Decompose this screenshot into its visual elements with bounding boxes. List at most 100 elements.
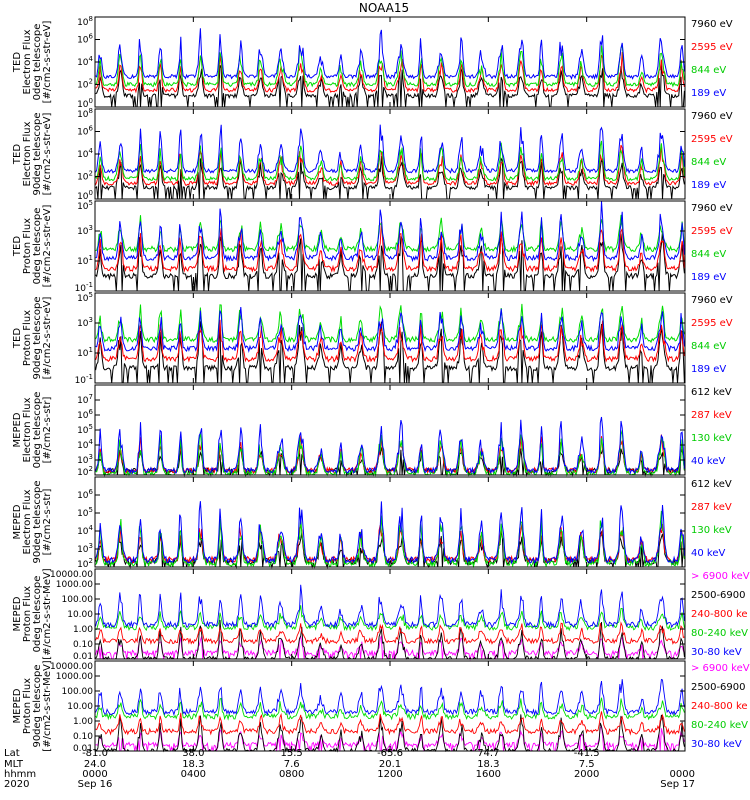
y-tick-label: 102 <box>77 557 93 570</box>
series-line <box>95 140 685 183</box>
legend-entry: > 6900 keV <box>691 571 750 582</box>
series-line <box>95 231 685 292</box>
legend-entry: 2595 eV <box>691 42 733 53</box>
y-axis-label-line: [#/cm2-s-str-eV] <box>42 113 53 196</box>
y-tick-label: 10.00 <box>67 702 93 712</box>
x-tick-label-hhmm: 0800 <box>279 769 304 780</box>
y-axis-label-line: Proton Flux <box>22 586 33 642</box>
y-axis-label-line: [#/cm2-s-str-eV] <box>42 21 53 104</box>
y-axis-label: MEPEDElectron Flux90deg telescope[#/cm2-… <box>12 480 53 563</box>
y-axis-label-line: [#/cm2-s-str-eV] <box>42 297 53 380</box>
y-tick-exponent: 2 <box>89 78 93 86</box>
y-tick-exponent: 3 <box>89 224 93 232</box>
series-line <box>95 64 685 108</box>
y-axis-label-line: 90deg telescope <box>32 664 43 747</box>
y-tick-label: 101 <box>77 254 93 267</box>
y-tick-label: 0.01 <box>73 652 93 662</box>
legend-entry: 40 keV <box>691 548 725 559</box>
y-tick-exponent: 2 <box>89 465 93 473</box>
y-axis-label-line: 90deg telescope <box>32 296 43 379</box>
y-tick-label: 100.00 <box>62 687 94 697</box>
legend-entry: 612 keV <box>691 479 732 490</box>
legend-entry: 844 eV <box>691 65 726 76</box>
series-line <box>95 319 685 363</box>
series-line <box>95 200 685 263</box>
y-tick-exponent: 8 <box>89 107 93 115</box>
y-tick-label: 106 <box>77 33 93 46</box>
y-tick-label: 104 <box>77 55 93 68</box>
y-tick-exponent: -1 <box>86 373 93 381</box>
y-tick-label: 100.00 <box>62 595 94 605</box>
y-axis-label: MEPEDProton Flux90deg telescope[#/cm2-s-… <box>12 660 53 752</box>
y-tick-label: 0.10 <box>73 732 93 742</box>
y-tick-label: 10-1 <box>75 373 93 386</box>
y-tick-label: 10000.00 <box>50 662 93 672</box>
y-axis-label-line: Electron Flux <box>22 489 33 554</box>
y-axis-label: MEPEDProton Flux0deg telescope[#/cm2-s-s… <box>12 568 53 660</box>
y-axis-label-line: [#/cm2-s-str] <box>42 488 53 555</box>
legend-entry: 844 eV <box>691 341 726 352</box>
y-tick-exponent: 5 <box>89 291 93 299</box>
y-tick-label: 102 <box>77 465 93 478</box>
y-tick-label: 1000.00 <box>56 672 93 682</box>
y-axis-label-line: 0deg telescope <box>32 208 43 285</box>
y-tick-exponent: -1 <box>86 281 93 289</box>
y-tick-label: 103 <box>77 224 93 237</box>
x-tick-label-hhmm: 1600 <box>476 769 501 780</box>
series-line <box>95 711 685 736</box>
x-tick-label-hhmm: 0400 <box>181 769 206 780</box>
x-tick-label-date: Sep 16 <box>78 779 113 790</box>
y-tick-label: 106 <box>77 125 93 138</box>
y-axis-label-line: [#/cm2-s-str] <box>42 396 53 463</box>
legend-entry: 7960 eV <box>691 19 733 30</box>
y-axis-label-line: 0deg telescope <box>32 576 43 653</box>
series-line <box>95 303 685 344</box>
x-tick-label-date: Sep 17 <box>660 779 695 790</box>
legend-entry: 130 keV <box>691 525 732 536</box>
y-tick-label: 101 <box>77 346 93 359</box>
y-tick-exponent: 6 <box>89 33 94 41</box>
y-tick-label: 104 <box>77 524 93 537</box>
legend-entry: 2595 eV <box>691 226 733 237</box>
x-tick-label-hhmm: 0000 <box>670 769 695 780</box>
series-line <box>95 501 685 565</box>
y-axis-label-line: [#/cm2-s-str-eV] <box>42 205 53 288</box>
y-tick-exponent: 0 <box>89 189 93 197</box>
y-axis-label: MEPEDElectron Flux0deg telescope[#/cm2-s… <box>12 392 53 469</box>
y-tick-label: 1000.00 <box>56 580 93 590</box>
series-line <box>95 434 685 475</box>
series-line <box>95 621 685 645</box>
y-tick-label: 10000.00 <box>50 570 93 580</box>
x-tick-label-lat: 38.0 <box>182 748 204 759</box>
legend-entry: 612 keV <box>691 387 732 398</box>
x-axis-row-label: 2020 <box>4 779 29 790</box>
y-axis-label-line: MEPED <box>12 688 23 723</box>
y-axis-label-line: MEPED <box>12 504 23 539</box>
x-tick-label-mlt: 18.3 <box>182 759 204 770</box>
y-axis-label-line: Electron Flux <box>22 121 33 186</box>
x-axis-row-label: MLT <box>4 759 24 770</box>
y-tick-label: 106 <box>77 488 93 501</box>
y-tick-exponent: 1 <box>89 346 93 354</box>
series-line <box>95 697 685 721</box>
y-axis-label-line: Proton Flux <box>22 678 33 734</box>
series-line <box>95 726 685 752</box>
series-line <box>95 678 685 717</box>
y-tick-exponent: 2 <box>89 557 93 565</box>
x-tick-label-mlt: 20.1 <box>379 759 401 770</box>
y-tick-label: 0.10 <box>73 640 93 650</box>
legend-entry: 2595 eV <box>691 134 733 145</box>
y-tick-label: 108 <box>77 15 93 28</box>
legend-entry: 7960 eV <box>691 295 733 306</box>
chart-title: NOAA15 <box>359 1 409 15</box>
y-tick-label: 105 <box>77 423 93 436</box>
x-tick-label-mlt: 7.6 <box>284 759 300 770</box>
x-tick-label-hhmm: 1200 <box>377 769 402 780</box>
panel-7: 0.010.101.0010.00100.001000.0010000.00ME… <box>12 568 750 662</box>
y-axis-label-line: [#/cm2-s-str-MeV] <box>42 660 53 752</box>
